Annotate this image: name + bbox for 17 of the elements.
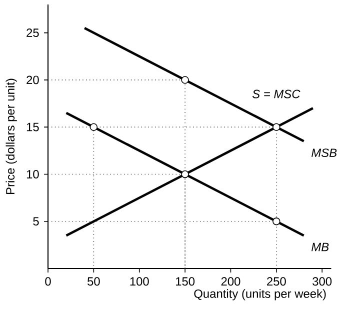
series-label: MSB	[312, 148, 337, 158]
x-axis-title: Quantity (units per week)	[194, 289, 326, 300]
x-tick-label: 250	[267, 277, 286, 286]
y-tick-label: 15	[26, 122, 39, 132]
y-tick-label: 25	[26, 28, 39, 38]
series-label: S = MSC	[252, 90, 300, 98]
y-tick-label: 20	[26, 76, 39, 84]
x-tick-label: 200	[221, 277, 240, 286]
x-tick-label: 0	[45, 277, 51, 286]
y-tick-label: 5	[33, 217, 39, 226]
x-tick-label: 100	[130, 277, 149, 286]
y-axis-title: Price (dollars per unit)	[6, 78, 17, 194]
x-tick-label: 50	[88, 277, 100, 286]
y-tick-label: 10	[26, 170, 39, 178]
x-tick-label: 150	[176, 277, 195, 286]
series-label: MB	[312, 242, 329, 252]
x-tick-label: 300	[312, 277, 332, 286]
